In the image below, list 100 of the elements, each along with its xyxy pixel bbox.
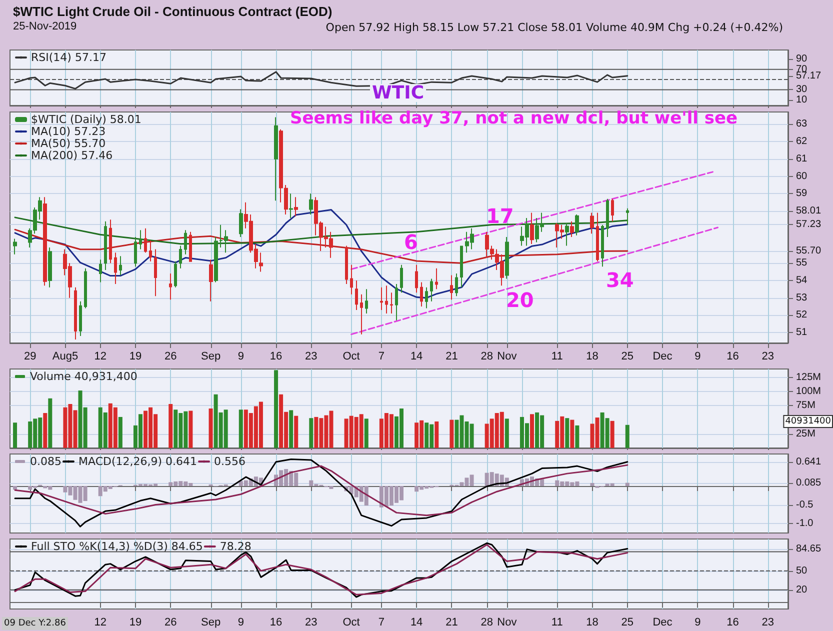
candlestick: [590, 212, 594, 234]
y-tick-label: 58.01: [796, 205, 822, 216]
bar: [625, 482, 630, 486]
bar: [13, 422, 18, 448]
chart-subtitle: 25-Nov-2019: [13, 20, 77, 32]
y-tick-label: 84.65: [796, 543, 822, 554]
candlestick: [144, 228, 147, 254]
y-tick-label: 53: [796, 292, 808, 304]
candlestick: [284, 184, 288, 215]
x-tick-label: 9: [694, 350, 701, 362]
legend-label: MA(200) 57.46: [31, 149, 113, 162]
x-tick-label: 11: [551, 350, 563, 362]
candlestick: [430, 278, 433, 302]
candlestick: [390, 292, 393, 314]
legend-label: 0.556: [214, 455, 246, 468]
x-tick-label: 16: [270, 616, 282, 628]
x-tick-label: 19: [129, 350, 142, 362]
bar: [590, 482, 594, 486]
x-tick-label: 23: [762, 350, 774, 362]
y-tick-label: 100M: [796, 386, 822, 398]
y-tick-label: -0.5: [796, 499, 814, 510]
x-tick-label: 9: [694, 616, 701, 628]
text: 09 Dec Y:2.86: [4, 618, 66, 628]
legend-label: 78.28: [220, 540, 252, 553]
candlestick: [169, 273, 172, 300]
legend-label: $WTIC (Daily) 58.01: [31, 113, 142, 126]
y-tick-label: 25M: [796, 428, 816, 440]
bar: [43, 413, 48, 448]
bar: [530, 414, 534, 448]
y-tick-label: 0.641: [796, 456, 822, 468]
bar: [13, 486, 18, 490]
candlestick: [104, 220, 107, 271]
x-tick-label: 23: [305, 616, 318, 628]
candlestick: [626, 208, 629, 226]
x-tick-label: 28: [480, 616, 493, 628]
candlestick: [79, 300, 82, 337]
bar: [118, 416, 122, 448]
line-series: [14, 228, 628, 264]
candlestick: [505, 236, 509, 280]
bar: [570, 420, 574, 448]
x-tick-label: 29: [24, 350, 36, 362]
x-tick-label: 12: [94, 616, 106, 628]
x-tick-label: 26: [164, 616, 177, 628]
x-tick-label: 23: [305, 350, 318, 362]
x-tick-label: Dec: [652, 616, 673, 628]
bar: [610, 420, 614, 448]
y-tick-label: 51: [796, 327, 808, 338]
x-tick-label: 9: [238, 616, 244, 628]
candlestick: [415, 264, 418, 294]
x-tick-label: Nov: [497, 616, 518, 628]
candlestick: [420, 282, 423, 308]
candlestick: [114, 252, 117, 284]
y-tick-label: 0.085: [796, 477, 822, 488]
x-tick-label: 26: [164, 350, 177, 362]
x-tick-label: Dec: [652, 350, 673, 362]
y-tick-label: 54: [796, 274, 808, 286]
y-tick-label: 90: [796, 54, 808, 65]
legend-label: RSI(14) 57.17: [31, 51, 106, 64]
candlestick: [596, 212, 599, 262]
y-tick-label: 57.17: [796, 70, 822, 82]
legend-label: 0.085: [30, 455, 62, 468]
candlestick: [139, 230, 142, 250]
y-tick-label: 50: [796, 565, 808, 576]
candlestick: [601, 224, 604, 268]
x-tick-label: Oct: [342, 350, 360, 362]
legend-label: MA(50) 55.70: [31, 137, 106, 150]
y-tick-label: 125M: [796, 372, 822, 383]
candlestick: [455, 273, 458, 297]
candlestick: [43, 196, 47, 286]
chart-title: $WTIC Light Crude Oil - Continuous Contract (EOD): [13, 4, 332, 19]
x-tick-label: 18: [586, 350, 598, 362]
candlestick: [13, 238, 17, 255]
candlestick: [84, 268, 87, 309]
legend-label: Volume 40,931,400: [30, 370, 138, 383]
x-tick-label: 16: [270, 350, 282, 362]
y-tick-label: -1.0: [796, 518, 814, 530]
bar: [625, 424, 630, 448]
y-tick-label: 52: [796, 310, 808, 321]
candlestick: [350, 264, 353, 295]
bar: [48, 398, 52, 448]
candlestick: [425, 286, 428, 309]
x-tick-label: 7: [378, 350, 384, 362]
candlestick: [360, 294, 363, 335]
candlestick: [385, 285, 388, 314]
candlestick: [74, 286, 77, 340]
y-tick-label: 20: [796, 584, 808, 596]
x-tick-label: 21: [446, 616, 458, 628]
annotation: 40931400: [785, 416, 832, 426]
x-tick-label: 16: [726, 616, 739, 628]
x-tick-label: Nov: [497, 350, 518, 362]
x-tick-label: 23: [762, 616, 774, 628]
y-tick-label: 60: [796, 170, 808, 182]
candlestick: [611, 198, 614, 222]
y-tick-label: 30: [796, 84, 808, 96]
candlestick: [259, 252, 263, 272]
bar: [294, 416, 298, 448]
y-tick-label: 55.70: [796, 245, 822, 256]
x-tick-label: Oct: [342, 616, 360, 628]
candlestick: [575, 214, 579, 236]
candlestick: [174, 260, 177, 288]
